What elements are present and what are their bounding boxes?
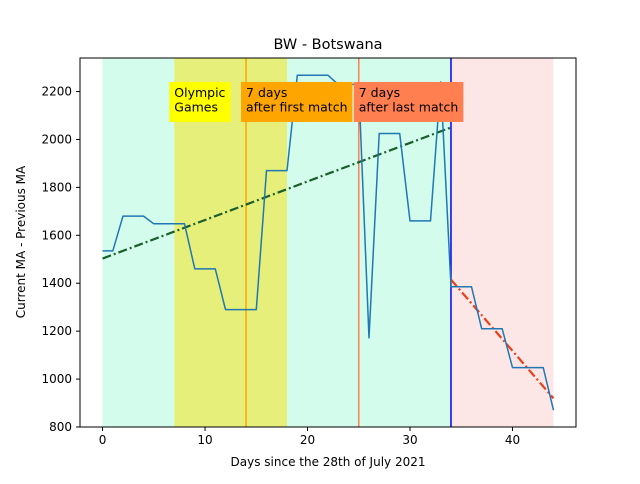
y-tick-label: 2000 bbox=[41, 132, 72, 146]
y-tick-label: 800 bbox=[49, 420, 72, 434]
y-tick-label: 2200 bbox=[41, 85, 72, 99]
y-tick-label: 1200 bbox=[41, 324, 72, 338]
x-tick-label: 0 bbox=[99, 433, 107, 447]
annotation-box bbox=[353, 81, 464, 122]
x-tick-label: 40 bbox=[505, 433, 520, 447]
shaded-region bbox=[450, 58, 554, 427]
annotation-label: 7 days after first match bbox=[241, 81, 353, 122]
annotation-text-line: 7 days bbox=[359, 85, 400, 100]
annotation-box bbox=[169, 81, 231, 122]
annotation-text-line: after first match bbox=[246, 99, 347, 114]
y-tick-label: 1000 bbox=[41, 372, 72, 386]
y-tick-label: 1600 bbox=[41, 228, 72, 242]
annotation-text-line: Olympic bbox=[174, 85, 225, 100]
x-axis-label: Days since the 28th of July 2021 bbox=[231, 455, 426, 469]
y-axis-label: Current MA - Previous MA bbox=[14, 165, 28, 318]
annotation-label: Olympic Games bbox=[169, 81, 231, 122]
data-series-line bbox=[102, 74, 555, 411]
annotation-text: Olympic Games bbox=[174, 85, 225, 115]
trend-line bbox=[102, 126, 452, 260]
annotation-text-line: 7 days bbox=[246, 85, 287, 100]
annotation-text-line: after last match bbox=[359, 99, 459, 114]
chart-title: BW - Botswana bbox=[273, 37, 382, 53]
shaded-region bbox=[102, 58, 175, 427]
annotation-text-line: Games bbox=[174, 99, 218, 114]
x-tick-label: 10 bbox=[197, 433, 212, 447]
y-tick-label: 1400 bbox=[41, 276, 72, 290]
axes-frame bbox=[79, 57, 577, 428]
y-tick-label: 1800 bbox=[41, 180, 72, 194]
annotation-label: 7 days after last match bbox=[353, 81, 464, 122]
annotation-box bbox=[241, 81, 353, 122]
annotation-text: 7 days after first match bbox=[246, 85, 347, 115]
x-tick-label: 20 bbox=[300, 433, 315, 447]
x-tick-label: 30 bbox=[402, 433, 417, 447]
axes: 0 10 20 30 40 800 1000 1200 1400 1600 1800 2000 2200 bbox=[41, 57, 577, 447]
annotation-text: 7 days after last match bbox=[359, 85, 459, 115]
